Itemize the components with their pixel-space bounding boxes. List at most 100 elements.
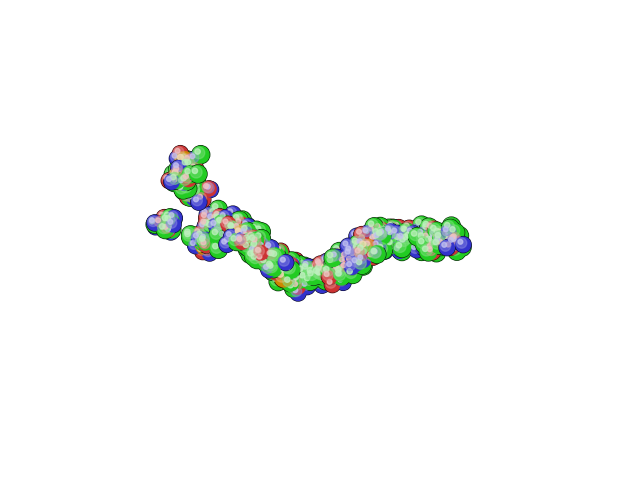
Circle shape: [251, 233, 271, 253]
Circle shape: [255, 239, 260, 244]
Circle shape: [350, 244, 365, 259]
Circle shape: [330, 242, 348, 261]
Circle shape: [375, 238, 391, 253]
Circle shape: [193, 146, 209, 163]
Circle shape: [192, 226, 208, 242]
Circle shape: [232, 220, 237, 225]
Circle shape: [282, 261, 300, 279]
Circle shape: [211, 202, 222, 214]
Circle shape: [356, 247, 372, 263]
Circle shape: [287, 257, 298, 267]
Circle shape: [433, 233, 438, 238]
Circle shape: [224, 220, 229, 226]
Circle shape: [269, 259, 285, 275]
Circle shape: [358, 239, 371, 252]
Circle shape: [344, 253, 360, 270]
Circle shape: [280, 263, 298, 281]
Circle shape: [451, 234, 456, 239]
Circle shape: [416, 236, 433, 252]
Circle shape: [347, 262, 351, 266]
Circle shape: [362, 230, 368, 236]
Circle shape: [441, 237, 457, 253]
Circle shape: [182, 182, 197, 197]
Circle shape: [233, 216, 250, 233]
Circle shape: [260, 241, 266, 247]
Circle shape: [195, 235, 207, 247]
Circle shape: [451, 237, 456, 241]
Circle shape: [314, 267, 326, 279]
Circle shape: [186, 159, 192, 165]
Circle shape: [243, 226, 257, 240]
Circle shape: [281, 264, 298, 280]
Circle shape: [328, 265, 344, 281]
Circle shape: [157, 222, 172, 237]
Circle shape: [373, 227, 378, 232]
Circle shape: [237, 237, 254, 254]
Circle shape: [164, 165, 182, 183]
Circle shape: [231, 231, 241, 241]
Circle shape: [319, 254, 334, 269]
Circle shape: [280, 274, 285, 279]
Circle shape: [284, 253, 296, 265]
Circle shape: [172, 164, 186, 179]
Circle shape: [408, 228, 426, 246]
Circle shape: [358, 230, 376, 248]
Circle shape: [375, 222, 385, 233]
Circle shape: [274, 261, 292, 279]
Circle shape: [241, 239, 252, 251]
Circle shape: [321, 264, 327, 270]
Circle shape: [449, 233, 459, 243]
Circle shape: [397, 228, 409, 240]
Circle shape: [414, 217, 426, 229]
Circle shape: [413, 238, 430, 254]
Circle shape: [332, 255, 347, 269]
Circle shape: [235, 228, 241, 234]
Circle shape: [393, 240, 411, 257]
Circle shape: [238, 218, 257, 236]
Circle shape: [291, 286, 305, 300]
Circle shape: [198, 237, 214, 253]
Circle shape: [431, 238, 443, 249]
Circle shape: [181, 159, 187, 165]
Circle shape: [362, 239, 378, 254]
Circle shape: [210, 240, 225, 255]
Circle shape: [316, 272, 334, 290]
Circle shape: [204, 248, 209, 252]
Circle shape: [161, 214, 172, 225]
Circle shape: [363, 242, 374, 252]
Circle shape: [313, 270, 319, 275]
Circle shape: [313, 267, 324, 279]
Circle shape: [223, 223, 243, 242]
Circle shape: [413, 228, 433, 248]
Circle shape: [207, 215, 224, 231]
Circle shape: [404, 234, 416, 245]
Circle shape: [312, 271, 317, 276]
Circle shape: [319, 275, 325, 280]
Circle shape: [335, 248, 345, 258]
Circle shape: [255, 240, 271, 255]
Circle shape: [314, 268, 326, 279]
Circle shape: [405, 226, 420, 241]
Circle shape: [283, 264, 288, 269]
Circle shape: [178, 166, 182, 171]
Circle shape: [199, 238, 204, 243]
Circle shape: [431, 234, 445, 249]
Circle shape: [314, 268, 319, 273]
Circle shape: [293, 279, 303, 289]
Circle shape: [352, 242, 362, 253]
Circle shape: [387, 231, 392, 237]
Circle shape: [306, 271, 312, 276]
Circle shape: [343, 241, 348, 246]
Circle shape: [266, 248, 283, 264]
Circle shape: [304, 270, 320, 286]
Circle shape: [222, 212, 240, 230]
Circle shape: [301, 264, 317, 280]
Circle shape: [255, 240, 270, 255]
Circle shape: [164, 223, 175, 233]
Circle shape: [435, 232, 440, 237]
Circle shape: [415, 240, 430, 254]
Circle shape: [285, 269, 301, 286]
Circle shape: [230, 212, 248, 229]
Circle shape: [391, 220, 407, 236]
Circle shape: [316, 265, 321, 270]
